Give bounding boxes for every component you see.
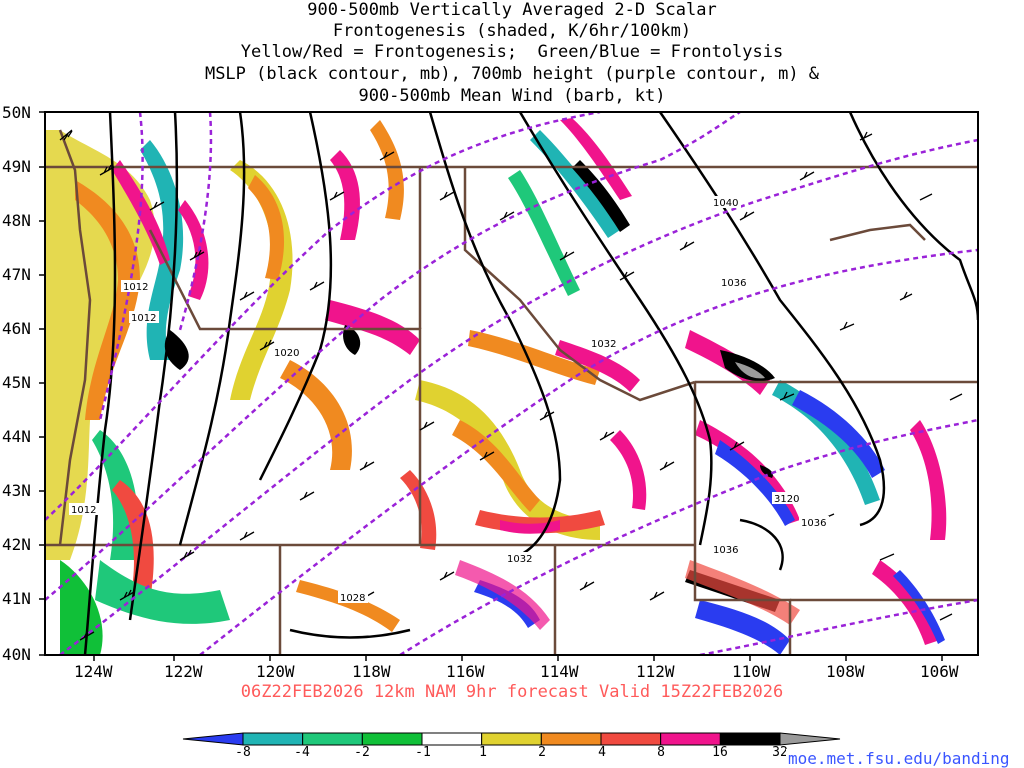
colorbar-segment	[421, 732, 483, 746]
colorbar-segment	[719, 732, 781, 746]
contour-label: 1032	[507, 554, 532, 565]
colorbar-segment	[779, 732, 841, 746]
title-line-5: 900-500mb Mean Wind (barb, kt)	[358, 86, 666, 106]
colorbar-label: 4	[598, 745, 606, 760]
colorbar-label: 2	[538, 745, 546, 760]
credit-link[interactable]: moe.met.fsu.edu/banding	[786, 749, 1012, 768]
contour-label: 1036	[801, 518, 826, 529]
lat-label: 41N	[2, 589, 31, 608]
lat-label: 50N	[2, 103, 31, 122]
contour-label: 1036	[721, 278, 746, 289]
contour-label: 1012	[123, 282, 148, 293]
height-contours	[45, 112, 978, 655]
wind-barbs	[59, 129, 963, 641]
colorbar-segment	[660, 732, 721, 746]
state-borders	[45, 129, 978, 655]
colorbar-segment	[182, 732, 244, 746]
colorbar-segment	[361, 732, 423, 746]
lat-label: 48N	[2, 211, 31, 230]
title-line-4: MSLP (black contour, mb), 700mb height (…	[204, 64, 820, 84]
lon-label: 124W	[74, 662, 113, 681]
colorbar-label: 1	[479, 745, 487, 760]
lon-label: 106W	[920, 662, 959, 681]
mslp-contours	[83, 112, 978, 655]
colorbar-segment	[481, 732, 542, 746]
lat-label: 43N	[2, 481, 31, 500]
lon-label: 122W	[164, 662, 203, 681]
colorbar-label: 16	[712, 745, 728, 760]
lon-label: 120W	[256, 662, 295, 681]
contour-labels: 1040 1036 1032 1020 1012 1012 1012 3120 …	[71, 198, 826, 604]
lat-label: 46N	[2, 319, 31, 338]
contour-label: 1012	[131, 313, 156, 324]
lon-label: 112W	[636, 662, 675, 681]
colorbar-label: -4	[294, 745, 310, 760]
map-background	[45, 112, 978, 655]
lat-label: 40N	[2, 645, 31, 664]
lon-label: 116W	[446, 662, 485, 681]
lon-label: 110W	[732, 662, 771, 681]
lat-label: 47N	[2, 265, 31, 284]
colorbar-segment	[302, 732, 363, 746]
contour-label: 1020	[274, 348, 299, 359]
colorbar-segment	[600, 732, 662, 746]
lon-label: 108W	[826, 662, 865, 681]
lon-label: 114W	[540, 662, 579, 681]
title-line-3: Yellow/Red = Frontogenesis; Green/Blue =…	[240, 42, 784, 62]
colorbar-label: 32	[772, 745, 788, 760]
contour-label: 1032	[591, 339, 616, 350]
title-line-2: Frontogenesis (shaded, K/6hr/100km)	[332, 21, 692, 41]
lon-label: 118W	[352, 662, 391, 681]
contour-label: 1028	[340, 593, 365, 604]
lat-label: 44N	[2, 427, 31, 446]
contour-label: 1012	[71, 505, 96, 516]
colorbar-label: -2	[354, 745, 370, 760]
colorbar-segment	[242, 732, 304, 746]
colorbar-label: 8	[657, 745, 665, 760]
colorbar-label: -8	[235, 745, 251, 760]
title-line-1: 900-500mb Vertically Averaged 2-D Scalar	[307, 0, 717, 20]
contour-label-boxes	[69, 196, 829, 603]
axis-ticks	[39, 111, 943, 661]
forecast-valid-time: 06Z22FEB2026 12km NAM 9hr forecast Valid…	[240, 682, 784, 702]
lat-label: 45N	[2, 373, 31, 392]
colorbar-label: -1	[415, 745, 431, 760]
contour-label: 3120	[774, 494, 799, 505]
lat-label: 49N	[2, 157, 31, 176]
contour-label: 1036	[713, 545, 738, 556]
colorbar	[182, 732, 841, 746]
colorbar-segment	[540, 732, 602, 746]
lat-label: 42N	[2, 535, 31, 554]
contour-label: 1040	[713, 198, 738, 209]
